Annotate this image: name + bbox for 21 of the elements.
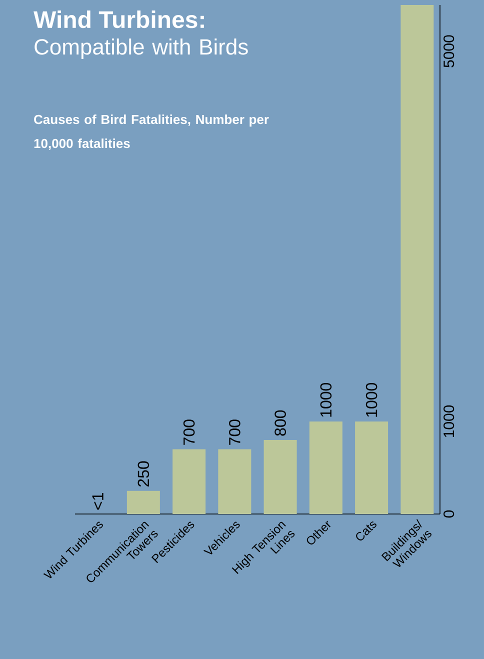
y-tick-label: 5000 xyxy=(444,35,454,68)
data-label: 250 xyxy=(138,461,150,487)
data-label: 700 xyxy=(183,420,195,445)
bar xyxy=(355,421,388,514)
bar xyxy=(218,449,252,514)
bar xyxy=(126,490,160,514)
data-label: 1000 xyxy=(366,382,378,417)
data-label: 800 xyxy=(274,410,286,436)
data-label: 1000 xyxy=(320,382,332,417)
y-tick-label: 1000 xyxy=(444,405,454,437)
text: Compatible with Birds xyxy=(34,38,248,60)
bar xyxy=(264,440,297,514)
data-label: 700 xyxy=(229,420,240,445)
bar xyxy=(172,449,206,514)
bar xyxy=(400,5,434,514)
chart-title: Wind Turbines: xyxy=(34,10,204,28)
bar xyxy=(309,421,342,514)
annotation: Causes of Bird Fatalities, Number per 10,000 fatalities xyxy=(34,114,269,150)
data-label: <1 xyxy=(92,492,104,510)
y-tick-label: 0 xyxy=(444,510,454,518)
x-tick-label: Cats xyxy=(356,522,376,540)
